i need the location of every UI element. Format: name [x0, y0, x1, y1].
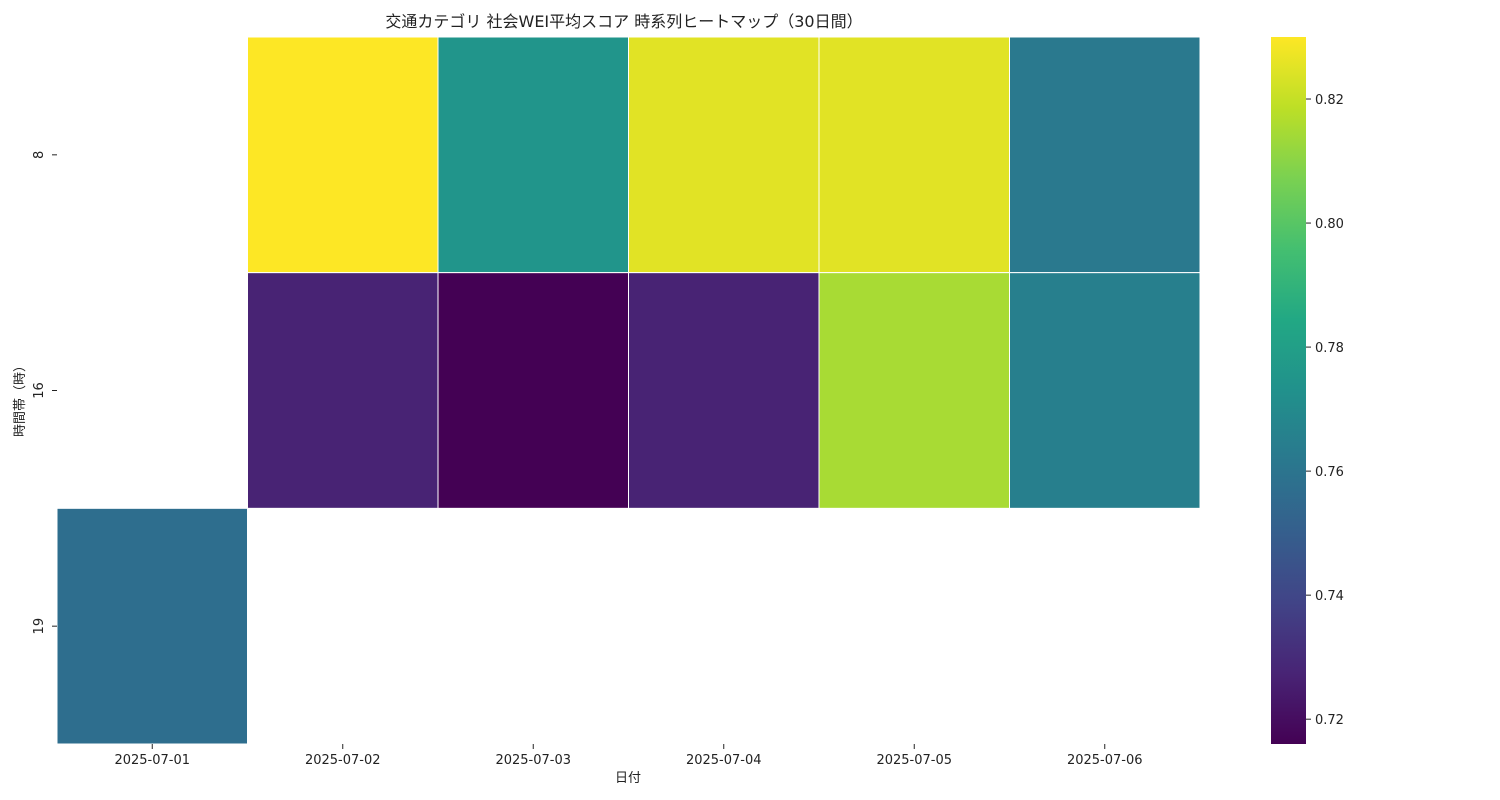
x-tick-label-2025-07-03: 2025-07-03	[495, 753, 571, 768]
heatmap-cell-8-2025-07-04	[628, 36, 820, 274]
y-axis-label: 時間帯（時）	[13, 359, 28, 437]
x-tick-label-2025-07-01: 2025-07-01	[114, 753, 190, 768]
colorbar-tick-label-0.76: 0.76	[1315, 465, 1344, 480]
heatmap-cell-16-2025-07-05	[818, 272, 1010, 509]
heatmap-cells	[56, 36, 1201, 745]
heatmap-cell-16-2025-07-03	[437, 272, 629, 509]
x-tick-label-2025-07-02: 2025-07-02	[305, 753, 381, 768]
y-axis-ticks: 8 16 19	[32, 151, 57, 635]
heatmap-cell-19-2025-07-01	[56, 507, 248, 745]
colorbar-ticks: 0.72 0.74 0.76 0.78 0.80 0.82	[1306, 93, 1344, 728]
y-tick-label-16: 16	[32, 382, 47, 399]
heatmap-cell-16-2025-07-02	[247, 272, 439, 509]
colorbar-tick-label-0.82: 0.82	[1315, 93, 1344, 108]
heatmap-cell-8-2025-07-03	[437, 36, 629, 274]
colorbar-tick-label-0.78: 0.78	[1315, 341, 1344, 356]
x-tick-label-2025-07-04: 2025-07-04	[686, 753, 762, 768]
chart-title: 交通カテゴリ 社会WEI平均スコア 時系列ヒートマップ（30日間）	[385, 12, 862, 31]
colorbar-tick-label-0.74: 0.74	[1315, 589, 1344, 604]
x-tick-label-2025-07-06: 2025-07-06	[1067, 753, 1143, 768]
colorbar-tick-label-0.80: 0.80	[1315, 217, 1344, 232]
heatmap-cell-16-2025-07-06	[1009, 272, 1201, 509]
heatmap-cell-8-2025-07-06	[1009, 36, 1201, 274]
y-tick-label-19: 19	[32, 618, 47, 635]
y-tick-label-8: 8	[32, 151, 47, 159]
x-axis-label: 日付	[615, 771, 641, 786]
x-tick-label-2025-07-05: 2025-07-05	[876, 753, 952, 768]
colorbar	[1271, 37, 1306, 744]
heatmap-cell-8-2025-07-05	[818, 36, 1010, 274]
heatmap-cell-8-2025-07-02	[247, 36, 439, 274]
heatmap-cell-16-2025-07-04	[628, 272, 820, 509]
colorbar-tick-label-0.72: 0.72	[1315, 713, 1344, 728]
x-axis-ticks: 2025-07-01 2025-07-02 2025-07-03 2025-07-04…	[114, 744, 1143, 768]
